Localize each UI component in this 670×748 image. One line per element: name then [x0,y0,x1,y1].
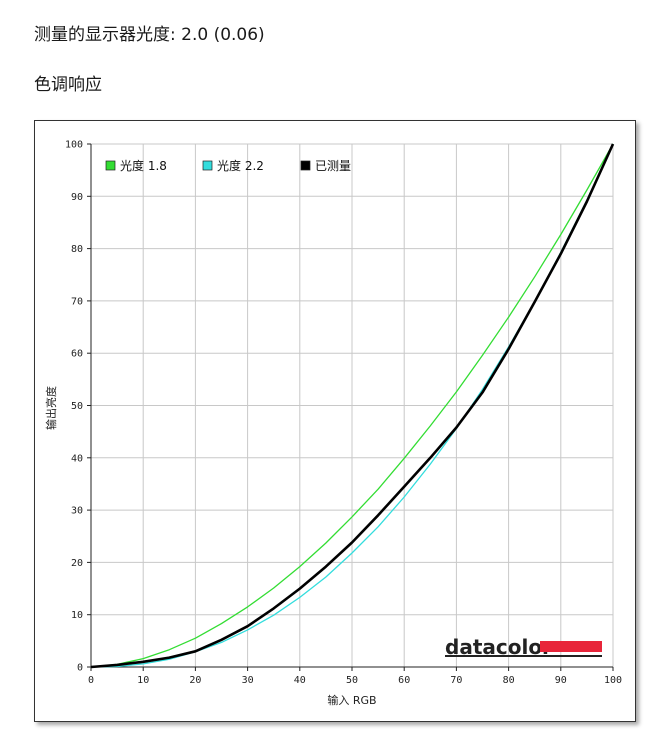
legend-label-2: 光度 2.2 [217,158,264,173]
y-tick-label: 30 [71,506,83,517]
measured-gamma-label: 测量的显示器光度: 2.0 (0.06) [34,25,265,45]
x-tick-label: 10 [137,675,149,686]
datacolor-logo: datacolor [445,635,602,659]
x-tick-label: 50 [346,675,358,686]
y-tick-label: 20 [71,558,83,569]
series-lines [90,143,615,669]
tone-response-chart: 0 10 20 30 40 50 60 70 80 90 100 0 10 20 30 40 50 60 70 80 9… [44,140,622,708]
y-tick-label: 100 [65,140,83,151]
brand-bar [540,641,602,652]
x-tick-label: 60 [398,675,410,686]
legend-swatch-2 [202,160,213,171]
axes [87,143,614,671]
y-tick-label: 80 [71,244,83,255]
x-axis-label: 输入 RGB [327,693,376,707]
y-tick-label: 10 [71,610,83,621]
legend-label-1: 光度 1.8 [120,158,167,173]
x-tick-label: 30 [242,675,254,686]
legend-swatch-1 [105,160,116,171]
x-tick-label: 20 [189,675,201,686]
x-tick-label: 90 [555,675,567,686]
x-tick-label: 0 [88,675,94,686]
legend: 光度 1.8 光度 2.2 已测量 [105,158,351,173]
section-title: 色调响应 [34,75,102,95]
y-tick-label: 40 [71,453,83,464]
x-tick-label: 80 [503,675,515,686]
x-tick-label: 100 [604,675,622,686]
series-line-1 [90,143,614,668]
brand-underline [445,655,602,657]
y-tick-label: 50 [71,401,83,412]
grid [91,143,614,667]
y-axis-label: 输出亮度 [44,386,58,430]
y-tick-label: 90 [71,192,83,203]
legend-swatch-3 [300,160,311,171]
x-tick-label: 40 [294,675,306,686]
legend-label-3: 已测量 [315,159,351,173]
x-tick-label: 70 [450,675,462,686]
y-tick-label: 70 [71,296,83,307]
tick-labels: 0 10 20 30 40 50 60 70 80 90 100 0 10 20 30 40 50 60 70 80 9… [65,140,622,687]
series-line-3 [90,143,615,669]
chart-frame: 0 10 20 30 40 50 60 70 80 90 100 0 10 20 30 40 50 60 70 80 9… [34,120,636,722]
y-tick-label: 0 [77,663,83,674]
y-tick-label: 60 [71,349,83,360]
